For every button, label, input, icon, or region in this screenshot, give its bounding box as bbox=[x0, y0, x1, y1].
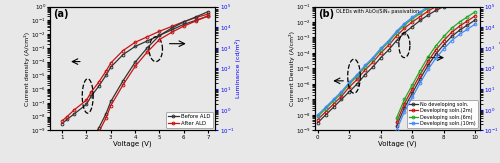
Y-axis label: Luminance (cd/m²): Luminance (cd/m²) bbox=[236, 39, 242, 98]
Y-axis label: Current density (A/cm²): Current density (A/cm²) bbox=[24, 31, 30, 105]
Text: (a): (a) bbox=[54, 9, 69, 19]
Text: OLEDs with Al₂O₃/SiNₓ passivation: OLEDs with Al₂O₃/SiNₓ passivation bbox=[336, 9, 419, 14]
X-axis label: Voltage (V): Voltage (V) bbox=[114, 141, 152, 148]
X-axis label: Voltage (V): Voltage (V) bbox=[378, 141, 416, 148]
Y-axis label: Current Density (A/cm²): Current Density (A/cm²) bbox=[288, 31, 294, 106]
Legend: Before ALD, After ALD: Before ALD, After ALD bbox=[166, 112, 212, 128]
Text: (b): (b) bbox=[318, 9, 334, 19]
Legend: No developing soln., Developing soln.(2m), Developing soln.(6m), Developing soln: No developing soln., Developing soln.(2m… bbox=[407, 100, 478, 128]
